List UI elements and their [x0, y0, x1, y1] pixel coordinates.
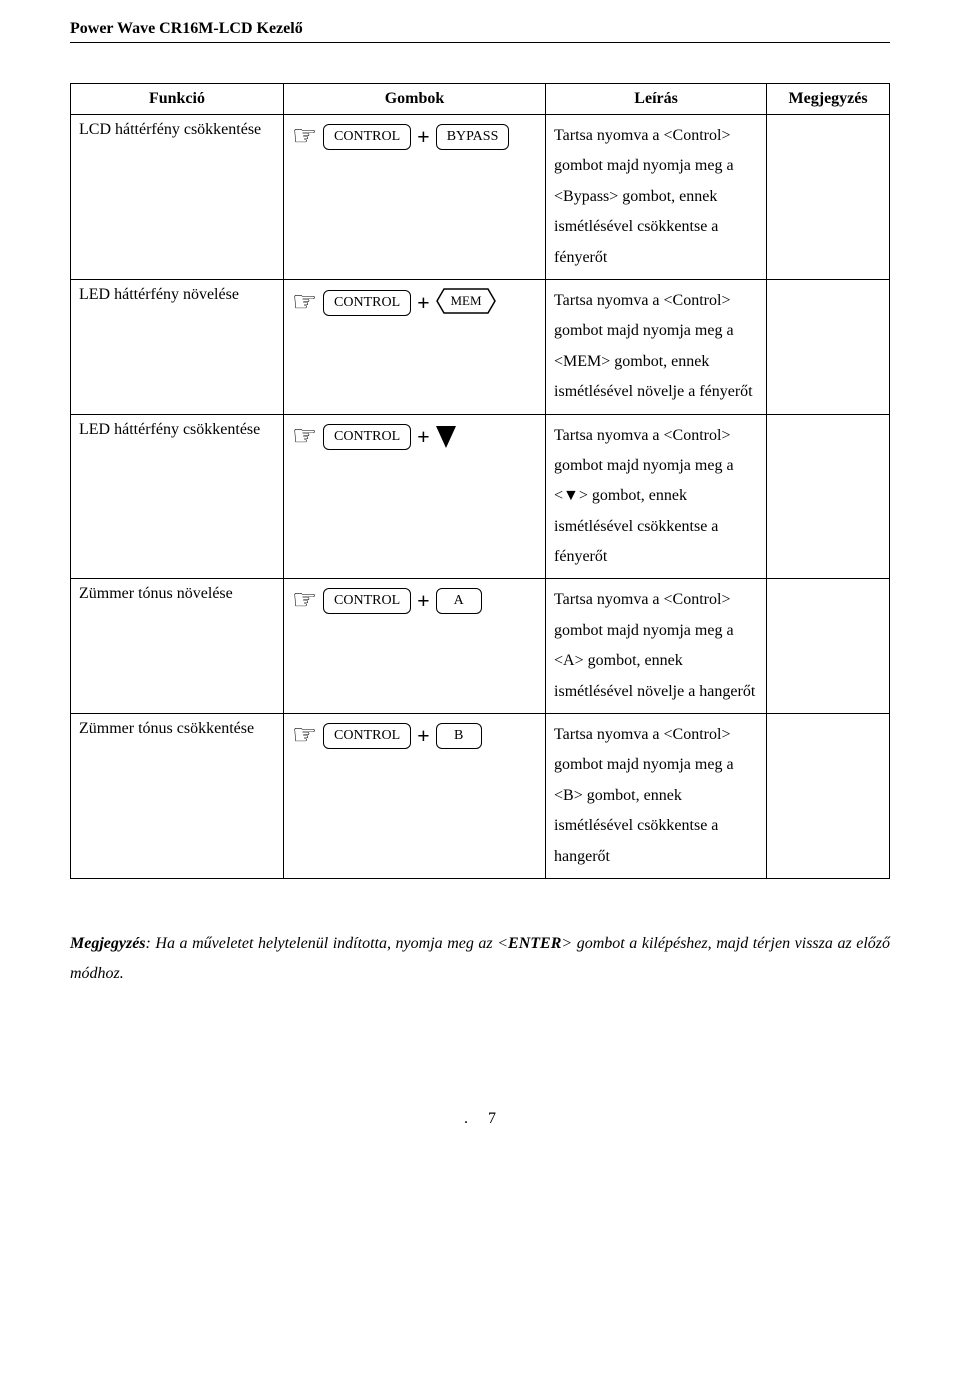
cell-gombok: ☞ CONTROL + MEM — [283, 279, 545, 414]
key-control: CONTROL — [323, 588, 411, 614]
cell-leiras: Tartsa nyomva a <Control> gombot majd ny… — [546, 579, 767, 714]
cell-gombok: ☞ CONTROL + BYPASS — [283, 115, 545, 280]
cell-megjegyzes — [767, 414, 890, 579]
th-megjegyzes: Megjegyzés — [767, 84, 890, 115]
cell-megjegyzes — [767, 115, 890, 280]
cell-funkcio: Zümmer tónus növelése — [71, 579, 284, 714]
table-row: LED háttérfény csökkentése ☞ CONTROL + T… — [71, 414, 890, 579]
cell-gombok: ☞ CONTROL + — [283, 414, 545, 579]
key-control: CONTROL — [323, 124, 411, 150]
pointing-hand-icon: ☞ — [292, 587, 317, 615]
plus-icon: + — [417, 426, 430, 448]
key-a: A — [436, 588, 482, 614]
header-title: Power Wave CR16M-LCD Kezelő — [70, 20, 890, 38]
table-row: Zümmer tónus növelése ☞ CONTROL + A Tart… — [71, 579, 890, 714]
table-row: LCD háttérfény csökkentése ☞ CONTROL + B… — [71, 115, 890, 280]
th-funkcio: Funkció — [71, 84, 284, 115]
page-number: . 7 — [70, 1110, 890, 1128]
cell-megjegyzes — [767, 279, 890, 414]
key-control: CONTROL — [323, 290, 411, 316]
cell-gombok: ☞ CONTROL + A — [283, 579, 545, 714]
cell-funkcio: LED háttérfény csökkentése — [71, 414, 284, 579]
cell-leiras: Tartsa nyomva a <Control> gombot majd ny… — [546, 714, 767, 879]
pointing-hand-icon: ☞ — [292, 123, 317, 151]
table-row: Zümmer tónus csökkentése ☞ CONTROL + B T… — [71, 714, 890, 879]
arrow-down-icon — [436, 426, 456, 448]
note-paragraph: Megjegyzés: Ha a műveletet helytelenül i… — [70, 929, 890, 990]
key-control: CONTROL — [323, 723, 411, 749]
pointing-hand-icon: ☞ — [292, 289, 317, 317]
header-rule — [70, 42, 890, 43]
plus-icon: + — [417, 126, 430, 148]
key-mem: MEM — [436, 288, 496, 319]
plus-icon: + — [417, 292, 430, 314]
cell-funkcio: LED háttérfény növelése — [71, 279, 284, 414]
note-enter: ENTER — [508, 935, 561, 952]
pointing-hand-icon: ☞ — [292, 423, 317, 451]
th-gombok: Gombok — [283, 84, 545, 115]
key-bypass: BYPASS — [436, 124, 510, 150]
note-prefix: Megjegyzés — [70, 935, 146, 952]
cell-gombok: ☞ CONTROL + B — [283, 714, 545, 879]
cell-megjegyzes — [767, 579, 890, 714]
cell-leiras: Tartsa nyomva a <Control> gombot majd ny… — [546, 414, 767, 579]
cell-funkcio: LCD háttérfény csökkentése — [71, 115, 284, 280]
th-leiras: Leírás — [546, 84, 767, 115]
cell-leiras: Tartsa nyomva a <Control> gombot majd ny… — [546, 279, 767, 414]
table-row: LED háttérfény növelése ☞ CONTROL + MEM … — [71, 279, 890, 414]
cell-funkcio: Zümmer tónus csökkentése — [71, 714, 284, 879]
plus-icon: + — [417, 725, 430, 747]
key-control: CONTROL — [323, 424, 411, 450]
main-table: Funkció Gombok Leírás Megjegyzés LCD hát… — [70, 83, 890, 879]
key-b: B — [436, 723, 482, 749]
cell-megjegyzes — [767, 714, 890, 879]
note-text-before: : Ha a műveletet helytelenül indította, … — [146, 935, 509, 952]
cell-leiras: Tartsa nyomva a <Control> gombot majd ny… — [546, 115, 767, 280]
plus-icon: + — [417, 590, 430, 612]
svg-text:MEM: MEM — [450, 293, 482, 308]
pointing-hand-icon: ☞ — [292, 722, 317, 750]
